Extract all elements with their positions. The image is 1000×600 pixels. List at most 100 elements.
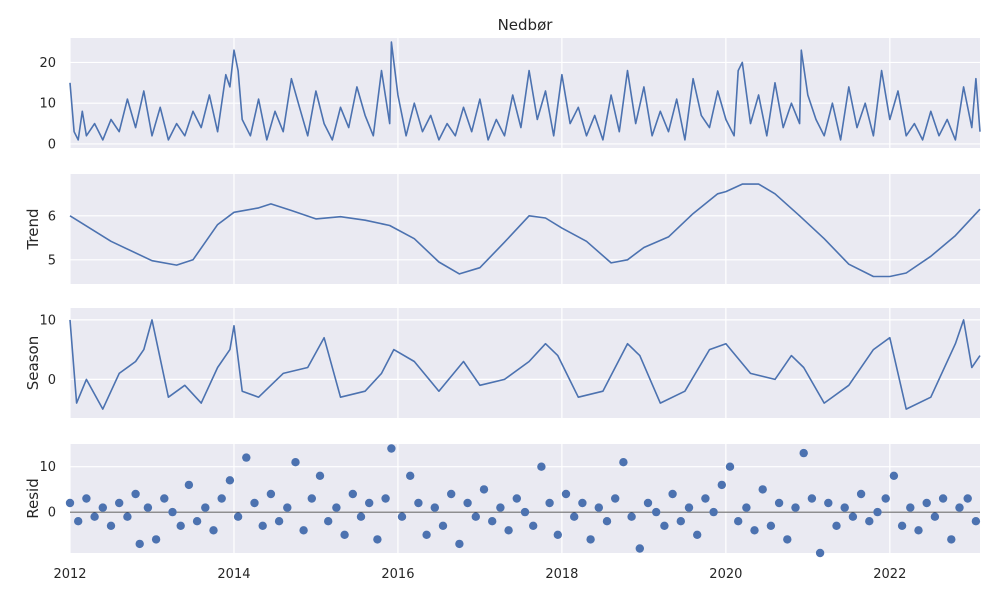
resid-point [184, 480, 194, 490]
resid-point [750, 526, 759, 535]
panel-background [70, 308, 980, 418]
resid-point [332, 503, 341, 512]
resid-point [348, 489, 357, 499]
resid-point [438, 521, 448, 530]
resid-point [865, 517, 874, 526]
resid-point [151, 535, 161, 544]
resid-point [594, 503, 603, 512]
resid-point [906, 503, 915, 512]
resid-point [652, 507, 661, 517]
resid-point [479, 485, 489, 494]
resid-point [684, 503, 694, 512]
resid-point [82, 494, 91, 503]
resid-point [471, 512, 480, 521]
resid-point [123, 512, 132, 521]
y-tick-label: 5 [48, 253, 56, 268]
resid-point [668, 489, 677, 499]
resid-point [496, 503, 505, 512]
resid-point [643, 498, 653, 508]
resid-point [192, 517, 202, 526]
resid-point [922, 498, 931, 508]
resid-point [529, 521, 538, 530]
resid-point [856, 489, 866, 499]
panel-background [70, 38, 980, 148]
resid-point [660, 521, 669, 530]
resid-point [947, 535, 956, 544]
panel-trend: 5 6 Trend [24, 174, 981, 284]
resid-point [381, 494, 390, 503]
resid-point [553, 530, 562, 539]
resid-point [848, 512, 858, 521]
resid-point [422, 530, 431, 539]
resid-point [709, 507, 718, 517]
resid-point [889, 471, 899, 480]
resid-point [106, 521, 116, 530]
panel-background [70, 444, 980, 553]
resid-point [447, 489, 456, 499]
resid-point [930, 512, 940, 521]
resid-point [619, 458, 628, 467]
resid-point [570, 512, 579, 521]
resid-point [832, 521, 841, 530]
resid-point [512, 494, 521, 503]
resid-point [291, 458, 300, 467]
resid-point [758, 485, 767, 494]
x-tick-label: 2022 [873, 567, 906, 582]
panels-group: 0 10 20 5 6 Trend 0 10 Season 0 10 Resid 2012 2014 201… [24, 38, 981, 582]
resid-point [545, 498, 554, 508]
resid-point [217, 494, 226, 503]
resid-point [504, 526, 513, 535]
resid-point [387, 444, 396, 453]
resid-point [676, 517, 685, 526]
resid-point [168, 507, 177, 517]
resid-point [488, 517, 497, 526]
resid-point [455, 539, 464, 549]
resid-point [225, 476, 235, 485]
y-tick-label: 10 [39, 460, 56, 475]
y-tick-label: 6 [48, 209, 56, 224]
resid-point [561, 489, 571, 499]
resid-point [315, 471, 325, 480]
resid-point [840, 503, 849, 512]
resid-point [520, 507, 530, 517]
x-tick-label: 2014 [217, 567, 250, 582]
resid-point [537, 462, 546, 471]
resid-point [176, 521, 185, 530]
resid-point [356, 512, 366, 521]
y-tick-label: 20 [39, 56, 56, 71]
resid-point [209, 526, 218, 535]
resid-point [365, 498, 374, 508]
resid-point [578, 498, 587, 508]
resid-point [266, 489, 276, 499]
resid-point [774, 498, 784, 508]
resid-point [963, 494, 972, 503]
resid-point [340, 530, 349, 539]
resid-point [201, 503, 210, 512]
resid-point [897, 521, 907, 530]
x-tick-label: 2020 [709, 567, 742, 582]
y-axis-label-trend: Trend [24, 208, 42, 250]
resid-point [135, 539, 144, 549]
y-tick-label: 0 [48, 137, 56, 152]
resid-point [406, 471, 415, 480]
resid-point [430, 503, 439, 512]
resid-point [258, 521, 267, 530]
resid-point [242, 453, 251, 462]
panel-background [70, 174, 980, 284]
resid-point [971, 517, 981, 526]
y-tick-label: 10 [39, 313, 56, 328]
x-tick-label: 2016 [381, 567, 414, 582]
resid-point [283, 503, 292, 512]
y-tick-label: 10 [39, 97, 56, 112]
resid-point [414, 498, 423, 508]
resid-point [873, 507, 882, 517]
resid-point [807, 494, 817, 503]
resid-point [955, 503, 964, 512]
resid-point [602, 517, 612, 526]
resid-point [734, 517, 743, 526]
y-axis-label-season: Season [24, 336, 42, 390]
panel-resid: 0 10 Resid 2012 2014 2016 2018 2020 2022 [24, 444, 981, 582]
series-line-season [69, 319, 981, 410]
resid-point [914, 526, 923, 535]
resid-point [160, 494, 169, 503]
